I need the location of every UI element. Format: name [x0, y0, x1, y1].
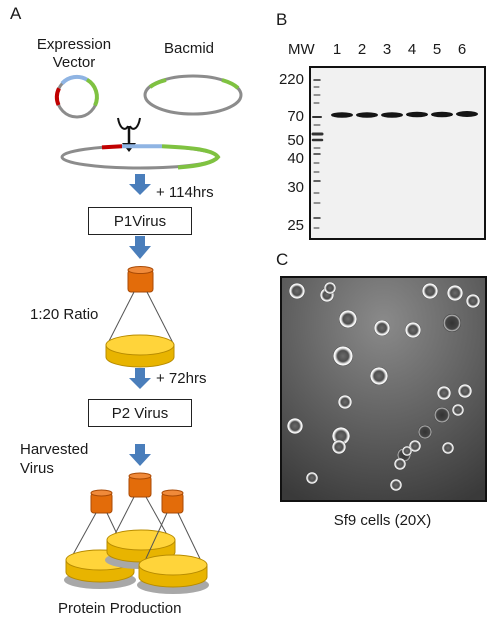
cells-image [282, 278, 485, 500]
flask-icon [105, 472, 177, 569]
panel-label-c: C [276, 250, 289, 269]
mw-marker-70: 70 [287, 108, 304, 125]
flask-icon [105, 266, 175, 368]
band-lane-2 [356, 112, 378, 118]
mw-marker-220: 220 [278, 71, 304, 88]
ratio-label: 1:20 Ratio [30, 306, 99, 323]
micrograph-caption: Sf9 cells (20X) [333, 512, 432, 529]
band-lane-6 [456, 111, 478, 117]
p1-virus-label: P1Virus [113, 212, 167, 230]
lane-label-mw: MW [288, 41, 315, 58]
lane-label-4: 4 [407, 41, 417, 58]
protein-bands [331, 111, 478, 118]
step-arrows [129, 174, 151, 466]
lane-label-1: 1 [332, 41, 342, 58]
recombinant-bacmid [60, 144, 221, 170]
blue-arrow-icon [129, 236, 151, 259]
blue-arrow-icon [129, 368, 151, 389]
lane-label-3: 3 [382, 41, 392, 58]
p2-virus-label: P2 Virus [111, 404, 169, 422]
western-blot [309, 66, 486, 240]
band-lane-4 [406, 111, 428, 118]
band-lane-1 [331, 112, 353, 118]
band-lane-3 [381, 112, 403, 118]
bacmid-label: Bacmid [164, 40, 215, 57]
time-label-114hrs: + 114hrs [156, 184, 214, 201]
panel-label-b: B [276, 10, 288, 29]
blue-arrow-icon [129, 174, 151, 195]
cells [287, 282, 480, 491]
band-lane-5 [431, 111, 453, 118]
blue-arrow-icon [129, 444, 151, 466]
mw-marker-25: 25 [287, 217, 304, 234]
flask-icon [64, 489, 136, 589]
mw-marker-40: 40 [287, 150, 304, 167]
lane-label-6: 6 [457, 41, 467, 58]
time-label-72hrs: + 72hrs [156, 370, 207, 387]
protein-production-label: Protein Production [58, 600, 182, 617]
expression-vector-label: Expression Vector [36, 36, 112, 71]
p1-virus-box: P1Virus [88, 207, 192, 235]
mw-marker-30: 30 [287, 179, 304, 196]
panel-label-a: A [10, 4, 22, 23]
flask-icon [137, 489, 209, 594]
harvested-virus-label: Harvested Virus [20, 441, 89, 477]
sf9-micrograph [280, 276, 487, 502]
ladder-lane [311, 79, 324, 229]
blot-image [311, 79, 478, 229]
bacmid-plasmid [143, 74, 243, 116]
p2-virus-box: P2 Virus [88, 399, 192, 427]
expression-vector-plasmid [54, 74, 99, 119]
lane-label-2: 2 [357, 41, 367, 58]
mw-marker-50: 50 [287, 132, 304, 149]
lane-label-5: 5 [432, 41, 442, 58]
